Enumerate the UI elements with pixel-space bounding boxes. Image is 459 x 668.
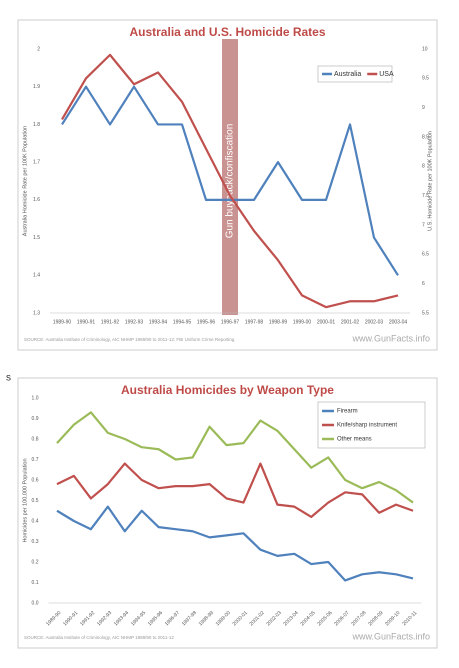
y-tick-label: 0.6 [32, 477, 39, 483]
y2-tick-label: 9.5 [422, 76, 429, 82]
legend-label: USA [379, 71, 394, 78]
x-tick-label: 1995-96 [197, 319, 216, 325]
y-tick-label: 0.7 [32, 457, 39, 463]
source-note: SOURCE: Australia Institute of Criminolo… [24, 635, 174, 640]
y-tick-label: 0.2 [32, 559, 39, 565]
x-tick-label: 1998-99 [269, 319, 288, 325]
y-axis-title: Australia Homicide Rate per 100K Populat… [22, 126, 28, 236]
y-tick-label: 0.5 [32, 498, 39, 504]
x-tick-label: 1999-00 [293, 319, 312, 325]
y-tick-label: 0.4 [32, 518, 39, 524]
y-tick-label: 0.8 [32, 436, 39, 442]
x-tick-label: 2003-04 [389, 319, 408, 325]
y2-tick-label: 5.5 [422, 310, 429, 316]
y-tick-label: 2 [37, 46, 40, 52]
x-tick-label: 2001-02 [341, 319, 360, 325]
chart-title: Australia Homicides by Weapon Type [121, 383, 334, 397]
x-tick-label: 1994-95 [173, 319, 192, 325]
legend-box [317, 65, 393, 83]
y2-tick-label: 6.5 [422, 252, 429, 258]
x-tick-label: 2000-01 [317, 319, 336, 325]
series-line [61, 85, 399, 276]
series-line [56, 411, 414, 504]
y2-tick-label: 7 [422, 222, 425, 228]
y-tick-label: 1.5 [33, 235, 40, 241]
legend-label: Firearm [337, 409, 358, 415]
x-tick-label: 1993-94 [149, 319, 168, 325]
y2-tick-label: 7.5 [422, 193, 429, 199]
x-tick-label: 1990-91 [77, 319, 96, 325]
x-tick-label: 1989-90 [53, 319, 72, 325]
legend-label: Australia [334, 71, 361, 78]
y-tick-label: 0.0 [32, 600, 39, 606]
y-tick-label: 1.6 [33, 197, 40, 203]
x-tick-label: 1992-93 [125, 319, 144, 325]
y-tick-label: 1.4 [33, 273, 40, 279]
y2-tick-label: 6 [422, 281, 425, 287]
y-axis-title: Homicides per 100,000 Population [22, 458, 28, 542]
y-tick-label: 1.3 [33, 310, 40, 316]
y2-tick-label: 8 [422, 164, 425, 170]
chart-title: Australia and U.S. Homicide Rates [129, 25, 325, 39]
y-tick-label: 0.1 [32, 580, 39, 586]
y2-tick-label: 8.5 [422, 134, 429, 140]
annotation-band [222, 39, 238, 315]
x-tick-label: 2002-03 [365, 319, 384, 325]
y-tick-label: 0.3 [32, 539, 39, 545]
x-tick-label: 1997-98 [245, 319, 264, 325]
y2-tick-label: 9 [422, 105, 425, 111]
x-tick-label: 1991-92 [101, 319, 120, 325]
x-tick-label: 1996-97 [221, 319, 240, 325]
y2-tick-label: 10 [422, 46, 428, 52]
legend-label: Knife/sharp instrument [337, 423, 397, 429]
watermark: www.GunFacts.info [351, 631, 430, 641]
series-line [56, 462, 414, 518]
page-fragment: s [6, 373, 11, 384]
source-note: SOURCE: Australia Institute of Criminolo… [24, 337, 235, 342]
y-tick-label: 1.7 [33, 159, 40, 165]
watermark: www.GunFacts.info [351, 333, 430, 343]
annotation-text: Gun buyback/confiscation [225, 124, 236, 239]
series-line [61, 53, 399, 309]
legend-label: Other means [337, 437, 372, 443]
y-tick-label: 0.9 [32, 416, 39, 422]
y-tick-label: 1.8 [33, 122, 40, 128]
y-tick-label: 1.0 [32, 395, 39, 401]
series-line [56, 505, 414, 582]
legend-box [317, 401, 426, 449]
y-tick-label: 1.9 [33, 84, 40, 90]
y2-axis-title: U.S. Homicide Rate per 100K Population [427, 131, 433, 231]
